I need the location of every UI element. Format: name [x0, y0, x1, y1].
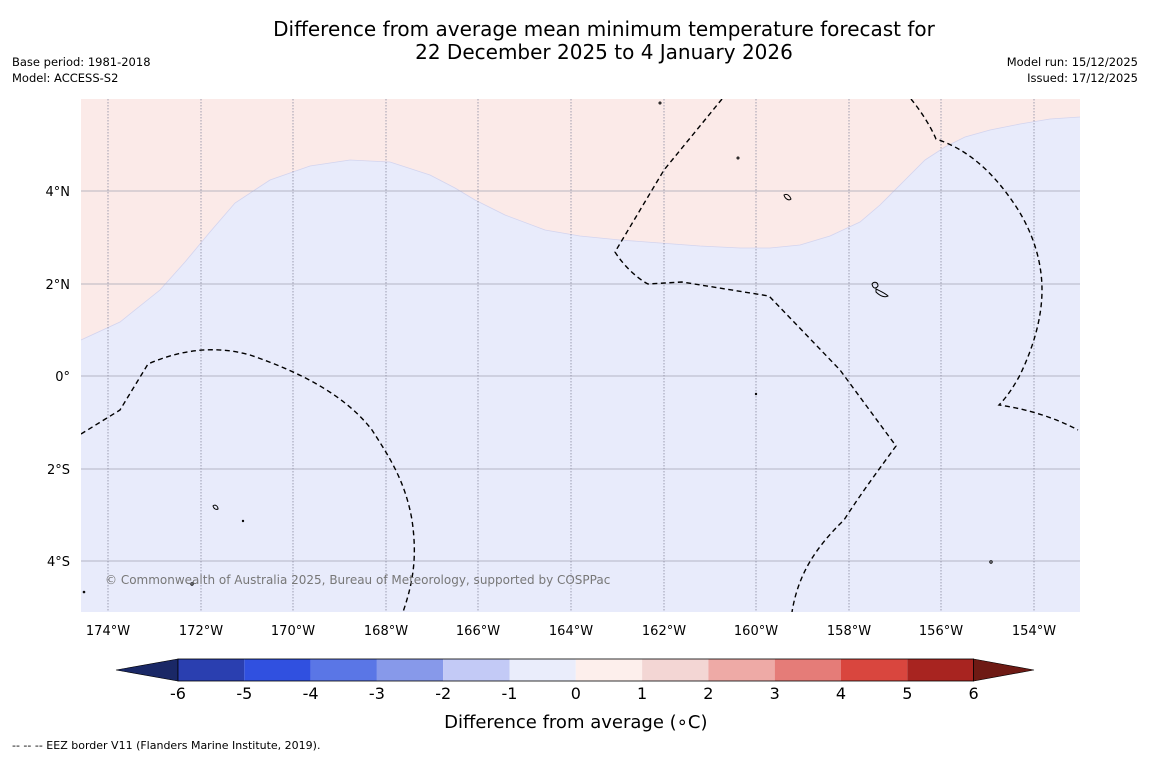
lon-label-170w: 170°W [271, 624, 315, 639]
colorbar-over-triangle [973, 658, 1035, 682]
lat-label-2n: 2°N [46, 278, 71, 293]
colorbar-tick-label: 6 [969, 684, 979, 703]
map-title: Difference from average mean minimum tem… [200, 18, 1008, 64]
issued-date: Issued: 17/12/2025 [1027, 71, 1138, 85]
island [82, 590, 86, 594]
colorbar-tick-label: -3 [369, 684, 385, 703]
colorbar-tick-label: -2 [435, 684, 451, 703]
eez-border-east [910, 99, 1079, 431]
island [212, 504, 219, 510]
lon-label-158w: 158°W [827, 624, 871, 639]
longitude-labels: 174°W 172°W 170°W 168°W 166°W 164°W 162°… [86, 624, 1056, 639]
zero-contour [81, 116, 1080, 341]
lon-label-172w: 172°W [179, 624, 223, 639]
lat-label-4s: 4°S [47, 555, 70, 570]
lon-label-164w: 164°W [549, 624, 593, 639]
islands [82, 101, 993, 594]
eez-border-central [614, 99, 897, 612]
island [190, 582, 194, 586]
island [241, 519, 245, 523]
map-area: © Commonwealth of Australia 2025, Bureau… [81, 99, 1080, 612]
colorbar-bin [642, 659, 709, 681]
colorbar-bin [376, 659, 444, 681]
model-info: Base period: 1981-2018 Model: ACCESS-S2 [12, 54, 151, 86]
model-name: Model: ACCESS-S2 [12, 71, 119, 85]
colorbar-tick-label: 2 [703, 684, 713, 703]
colorbar-tick-label: -4 [303, 684, 319, 703]
colorbar-tick-labels: -6 -5 -4 -3 -2 -1 0 1 2 3 4 5 6 [170, 684, 979, 703]
island [871, 281, 889, 298]
island [658, 101, 662, 105]
colorbar-tick-label: -5 [236, 684, 252, 703]
island [736, 156, 740, 160]
latitude-labels: 4°N 2°N 0° 2°S 4°S [46, 185, 71, 570]
colorbar-bin [244, 659, 311, 681]
model-run: Model run: 15/12/2025 [1006, 55, 1138, 69]
lon-label-162w: 162°W [642, 624, 686, 639]
latitude-gridlines [81, 190, 1080, 562]
lat-label-equator: 0° [55, 370, 70, 385]
colorbar-bin [774, 659, 841, 681]
colorbar-bin [907, 659, 974, 681]
colorbar-bin [708, 659, 775, 681]
colorbar-bin [178, 659, 245, 681]
colorbar-tick-label: 4 [836, 684, 846, 703]
lon-label-160w: 160°W [734, 624, 778, 639]
colorbar-bins [178, 659, 974, 681]
base-period: Base period: 1981-2018 [12, 55, 151, 69]
longitude-gridlines [107, 99, 1035, 612]
colorbar-outline [177, 658, 974, 682]
lon-label-154w: 154°W [1012, 624, 1056, 639]
colorbar-under-triangle [115, 658, 179, 682]
colorbar-bin [509, 659, 576, 681]
island [754, 392, 758, 396]
lon-label-156w: 156°W [919, 624, 963, 639]
island [783, 193, 792, 201]
title-line-1: Difference from average mean minimum tem… [273, 17, 935, 41]
colorbar-tick-label: 0 [571, 684, 581, 703]
lat-label-4n: 4°N [46, 185, 71, 200]
title-line-2: 22 December 2025 to 4 January 2026 [415, 40, 793, 64]
colorbar: -6 -5 -4 -3 -2 -1 0 1 2 3 4 5 6 Differen… [115, 658, 1035, 733]
lat-label-2s: 2°S [47, 463, 70, 478]
eez-legend-note: -- -- -- EEZ border V11 (Flanders Marine… [12, 739, 321, 752]
copyright-notice: © Commonwealth of Australia 2025, Bureau… [105, 573, 610, 587]
colorbar-title: Difference from average (∘C) [444, 712, 707, 733]
eez-borders [81, 99, 1079, 612]
lon-label-166w: 166°W [456, 624, 500, 639]
colorbar-tick-label: -1 [502, 684, 518, 703]
lon-label-174w: 174°W [86, 624, 130, 639]
colorbar-bin [443, 659, 510, 681]
colorbar-tick-label: 5 [902, 684, 912, 703]
warm-anomaly-region [81, 99, 1080, 340]
colorbar-bin [310, 659, 377, 681]
lon-label-168w: 168°W [364, 624, 408, 639]
colorbar-bin [841, 659, 908, 681]
eez-border-west [81, 349, 416, 612]
island [989, 560, 993, 564]
colorbar-tick-label: -6 [170, 684, 186, 703]
run-info: Model run: 15/12/2025 Issued: 17/12/2025 [1007, 54, 1138, 86]
colorbar-tick-label: 1 [637, 684, 647, 703]
colorbar-tick-label: 3 [770, 684, 780, 703]
colorbar-bin [575, 659, 643, 681]
